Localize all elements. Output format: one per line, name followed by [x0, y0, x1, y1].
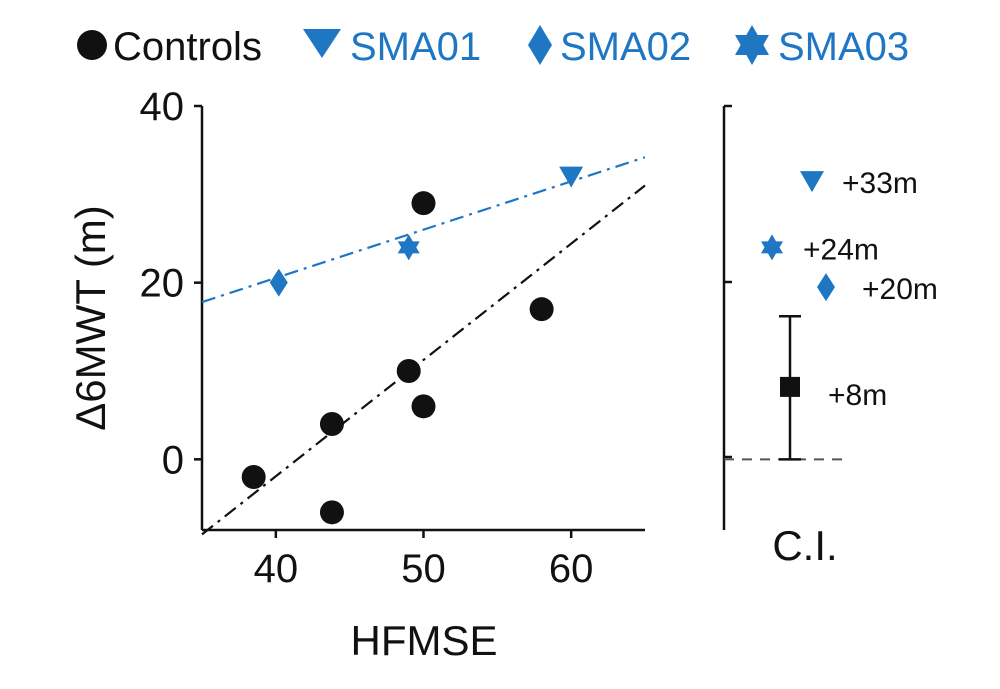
point-sma03-0 [397, 234, 420, 261]
legend-sma01-marker [303, 29, 341, 58]
legend-sma03-label: SMA03 [778, 25, 909, 69]
ci-point-sma03-b [761, 241, 783, 261]
point-controls-3 [396, 359, 421, 383]
main-plot: 0 20 40 40 50 60 HFMSE Δ6MWT (m) [67, 85, 646, 664]
legend-sma02-marker [528, 25, 552, 65]
x-axis-title: HFMSE [351, 617, 498, 664]
x-tick-label-60: 60 [549, 547, 594, 591]
ci-label-sma02: +20m [862, 273, 938, 306]
point-controls-5 [411, 394, 436, 419]
ci-panel: +33m +24m +20m +8m C.I. [722, 104, 938, 569]
legend-sma03-marker-b [735, 35, 769, 65]
ci-estimate-label: +8m [828, 379, 887, 412]
ci-label-sma01: +33m [842, 167, 918, 200]
ci-label-sma03: +24m [803, 233, 879, 266]
y-axis-title: Δ6MWT (m) [67, 205, 114, 431]
point-sma02-0 [269, 268, 288, 297]
controls-fit-line [201, 184, 646, 536]
data-points [241, 166, 584, 525]
y-tick-label-40: 40 [140, 85, 185, 129]
sma-fit-line [201, 156, 646, 304]
ci-estimate-marker [780, 376, 800, 397]
ci-point-sma02 [817, 273, 835, 302]
legend: Controls SMA01 SMA02 SMA03 [77, 25, 909, 69]
point-controls-2 [319, 500, 344, 525]
ci-point-sma03 [761, 234, 783, 261]
ci-content: +33m +24m +20m +8m [724, 167, 938, 461]
y-tick-label-0: 0 [162, 438, 184, 482]
point-sma03-0-b [397, 241, 420, 261]
point-controls-0 [241, 465, 266, 489]
legend-sma02-label: SMA02 [560, 25, 691, 69]
main-ticks: 0 20 40 40 50 60 [140, 85, 594, 591]
legend-controls-marker [77, 30, 107, 60]
ci-point-sma01 [800, 171, 824, 193]
point-controls-1 [319, 412, 344, 436]
y-tick-label-20: 20 [140, 262, 185, 306]
legend-controls-label: Controls [113, 25, 262, 69]
point-controls-6 [529, 297, 554, 322]
point-controls-4 [411, 191, 436, 216]
x-tick-label-50: 50 [401, 547, 446, 591]
x-tick-label-40: 40 [254, 547, 299, 591]
legend-sma01-label: SMA01 [350, 25, 481, 69]
point-sma01-0 [559, 166, 584, 188]
ci-label: C.I. [772, 522, 837, 569]
